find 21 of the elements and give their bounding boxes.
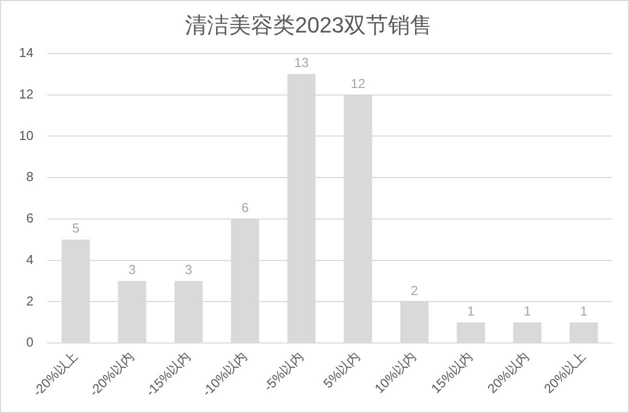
data-label: 13 xyxy=(294,55,309,70)
data-label: 6 xyxy=(241,200,249,216)
data-label: 12 xyxy=(350,76,366,91)
chart-title: 清洁美容类2023双节销售 xyxy=(185,12,432,38)
data-label: 3 xyxy=(184,262,192,278)
x-tick-label: -5%以内 xyxy=(260,348,306,394)
data-label: 1 xyxy=(524,304,531,319)
data-label: 5 xyxy=(72,220,80,236)
y-tick-label: 8 xyxy=(26,169,34,184)
y-tick-label: 10 xyxy=(18,128,34,143)
y-tick-label: 4 xyxy=(26,252,34,267)
y-tick-label: 12 xyxy=(18,86,34,102)
data-label: 2 xyxy=(410,282,418,298)
y-tick-label: 14 xyxy=(18,44,34,60)
y-tick-label: 6 xyxy=(26,210,34,226)
y-tick-label: 2 xyxy=(26,293,34,308)
x-tick-label: 5%以内 xyxy=(320,348,363,391)
data-label: 1 xyxy=(580,304,588,319)
y-tick-label: 0 xyxy=(26,334,34,350)
data-label: 1 xyxy=(467,304,474,319)
data-label: 3 xyxy=(128,262,136,278)
